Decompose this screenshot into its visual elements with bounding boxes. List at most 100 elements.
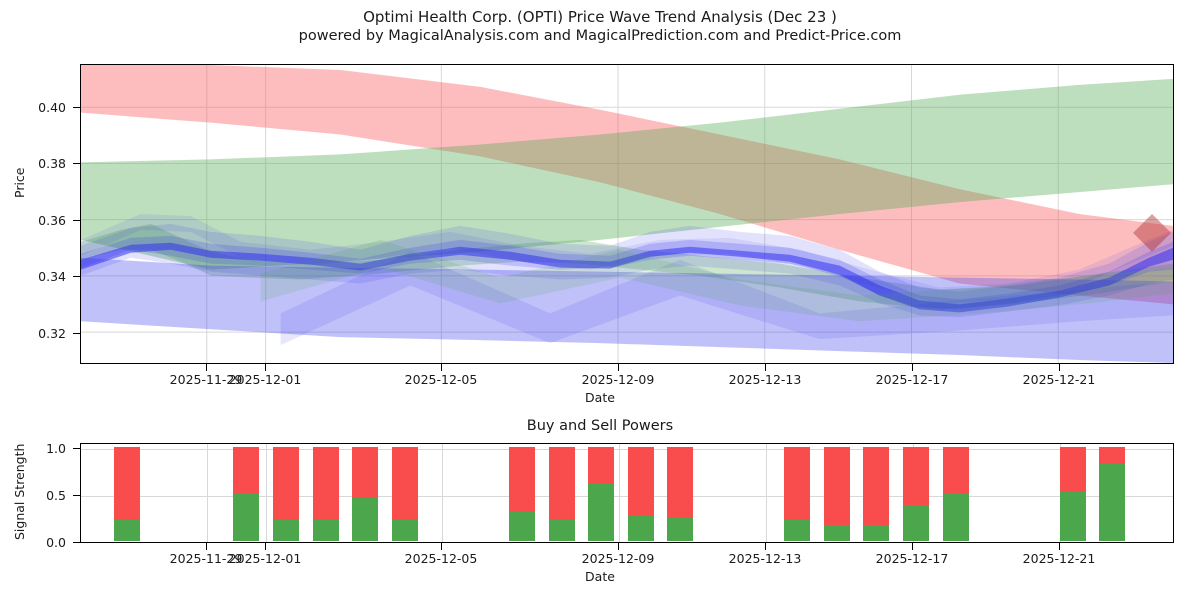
- buy-power-segment: [1060, 491, 1086, 541]
- buy-power-segment: [784, 520, 810, 541]
- sell-power-segment: [392, 446, 418, 521]
- sell-power-segment: [863, 446, 889, 526]
- ytick-mark: [73, 495, 80, 497]
- sell-power-segment: [667, 446, 693, 517]
- xtick-mark: [265, 543, 266, 550]
- xtick-mark: [441, 543, 442, 550]
- signal-bar[interactable]: [273, 446, 299, 541]
- chart-title-block: Optimi Health Corp. (OPTI) Price Wave Tr…: [0, 8, 1200, 46]
- signal-x-axis-label: Date: [585, 569, 615, 584]
- xtick-signal-3: 2025-12-09: [581, 551, 655, 566]
- signal-bar[interactable]: [943, 446, 969, 541]
- sell-power-segment: [824, 446, 850, 525]
- price-band-canvas: [81, 65, 1173, 363]
- page-subtitle: powered by MagicalAnalysis.com and Magic…: [298, 28, 902, 44]
- price-wave-envelope-mid: [81, 235, 1173, 310]
- xtick-mark: [912, 543, 913, 550]
- ytick-mark: [73, 106, 80, 108]
- xtick-signal-0: 2025-11-29: [169, 551, 243, 566]
- buy-power-segment: [392, 520, 418, 541]
- signal-bar[interactable]: [509, 446, 535, 541]
- sell-power-segment: [509, 446, 535, 511]
- signal-chart-title: Buy and Sell Powers: [526, 418, 674, 434]
- resistance-marker-diamond: [1133, 214, 1172, 252]
- buy-power-segment: [903, 505, 929, 541]
- signal-bar[interactable]: [903, 446, 929, 541]
- sell-power-segment: [273, 446, 299, 521]
- page-title: Optimi Health Corp. (OPTI) Price Wave Tr…: [363, 8, 837, 26]
- buy-power-segment: [233, 493, 259, 541]
- sell-power-segment: [628, 446, 654, 516]
- signal-bar[interactable]: [114, 446, 140, 541]
- gridline: [207, 444, 208, 542]
- xtick-signal-4: 2025-12-13: [728, 551, 802, 566]
- ytick-signal-0: 0.0: [46, 535, 66, 550]
- signal-y-axis-label: Signal Strength: [12, 443, 27, 540]
- xtick-mark: [618, 543, 619, 550]
- signal-bar[interactable]: [233, 446, 259, 541]
- gridline: [766, 444, 767, 542]
- gridline: [266, 444, 267, 542]
- signal-bar[interactable]: [392, 446, 418, 541]
- buy-power-segment: [943, 493, 969, 541]
- xtick-mark: [618, 364, 619, 371]
- ytick-mark: [73, 219, 80, 221]
- sell-power-segment: [233, 446, 259, 494]
- xtick-signal-6: 2025-12-21: [1022, 551, 1096, 566]
- xtick-mark: [206, 543, 207, 550]
- gridline: [619, 444, 620, 542]
- price-y-axis-label: Price: [12, 167, 27, 199]
- signal-bar[interactable]: [1060, 446, 1086, 541]
- signal-bar[interactable]: [667, 446, 693, 541]
- signal-bar[interactable]: [549, 446, 575, 541]
- ytick-mark: [73, 447, 80, 449]
- xtick-price-3: 2025-12-09: [581, 372, 655, 387]
- buy-power-segment: [863, 525, 889, 541]
- xtick-price-2: 2025-12-05: [404, 372, 478, 387]
- xtick-price-4: 2025-12-13: [728, 372, 802, 387]
- signal-bar[interactable]: [313, 446, 339, 541]
- xtick-price-1: 2025-12-01: [228, 372, 302, 387]
- ytick-signal-1: 0.5: [46, 488, 66, 503]
- buy-power-segment: [509, 510, 535, 541]
- signal-bar[interactable]: [863, 446, 889, 541]
- ytick-mark: [73, 276, 80, 278]
- signal-bar[interactable]: [352, 446, 378, 541]
- sell-power-segment: [352, 446, 378, 498]
- gridline: [442, 444, 443, 542]
- buy-power-segment: [1099, 463, 1125, 541]
- xtick-mark: [265, 364, 266, 371]
- xtick-price-0: 2025-11-29: [169, 372, 243, 387]
- sell-power-segment: [114, 446, 140, 521]
- xtick-mark: [912, 364, 913, 371]
- signal-bar[interactable]: [1099, 446, 1125, 541]
- buy-power-segment: [628, 515, 654, 541]
- price-chart-plot-area: [80, 64, 1174, 364]
- xtick-price-5: 2025-12-17: [875, 372, 949, 387]
- sell-power-segment: [549, 446, 575, 521]
- signal-bar[interactable]: [824, 446, 850, 541]
- ytick-signal-2: 1.0: [46, 441, 66, 456]
- sell-power-segment: [903, 446, 929, 506]
- xtick-signal-2: 2025-12-05: [404, 551, 478, 566]
- gridline: [81, 448, 1173, 450]
- signal-bar[interactable]: [784, 446, 810, 541]
- gridlines: [81, 65, 1173, 363]
- gridline: [81, 496, 1173, 498]
- buy-power-segment: [313, 520, 339, 541]
- xtick-price-6: 2025-12-21: [1022, 372, 1096, 387]
- signal-bar[interactable]: [588, 446, 614, 541]
- middle-trend-band: [81, 78, 1173, 270]
- ytick-price-1: 0.34: [38, 269, 66, 284]
- buy-power-segment: [352, 497, 378, 541]
- buy-power-segment: [588, 483, 614, 541]
- buy-power-segment: [273, 520, 299, 541]
- xtick-signal-5: 2025-12-17: [875, 551, 949, 566]
- xtick-mark: [441, 364, 442, 371]
- buy-power-segment: [549, 520, 575, 541]
- signal-bar[interactable]: [628, 446, 654, 541]
- signal-chart-plot-area: [80, 443, 1174, 543]
- ytick-price-2: 0.36: [38, 213, 66, 228]
- sell-power-segment: [943, 446, 969, 494]
